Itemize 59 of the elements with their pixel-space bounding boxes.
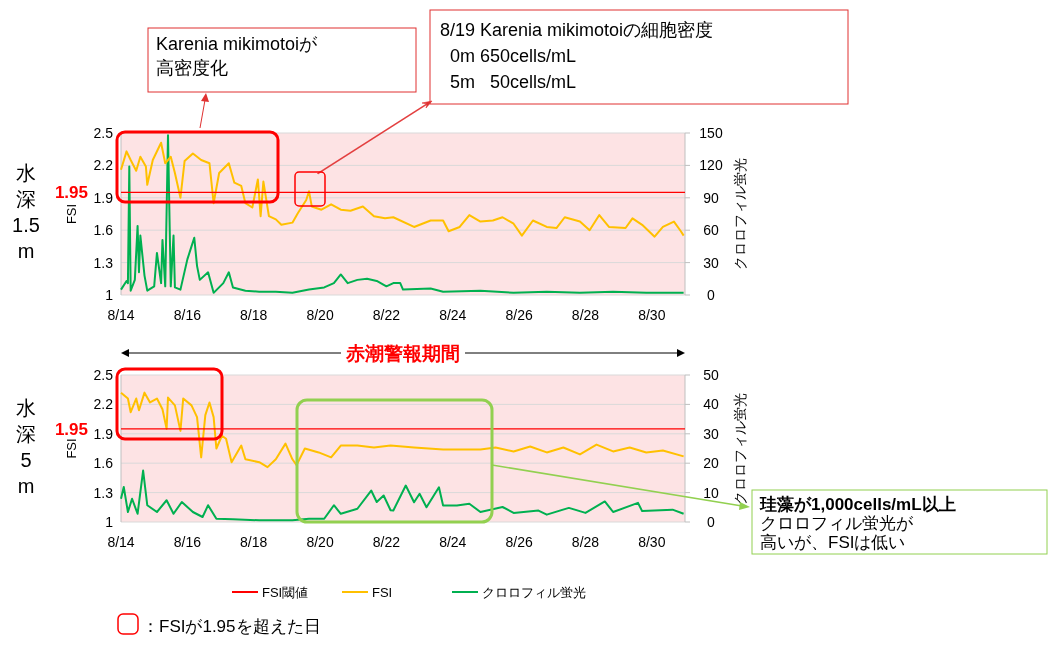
x-tick-label: 8/16 [173, 307, 202, 323]
x-tick-label: 8/24 [439, 534, 467, 550]
y-tick-label: 1.9 [93, 425, 114, 442]
y2-axis-title: クロロフィル蛍光 [732, 158, 748, 270]
x-tick-label: 8/26 [505, 307, 533, 323]
y-tick-label: 2.2 [93, 396, 114, 413]
y2-tick-label: 0 [707, 514, 716, 530]
y-tick-label: 1.6 [93, 222, 114, 239]
text: 水深5m [16, 396, 36, 497]
x-tick-label: 8/14 [107, 534, 135, 550]
y-tick-label: 2.5 [93, 367, 114, 383]
y-tick-label: 2.5 [93, 125, 114, 141]
x-tick-label: 8/28 [571, 534, 600, 550]
text: 水深1.5m [12, 162, 40, 262]
text: 珪藻が1,000cells/mL以上 [759, 495, 956, 514]
y2-tick-label: 120 [699, 157, 723, 174]
legend-label: FSI閾値 [262, 585, 309, 600]
x-tick-label: 8/22 [372, 534, 401, 550]
legend-label: クロロフィル蛍光 [482, 585, 586, 600]
y-tick-label: 1.3 [93, 254, 114, 271]
text: ：FSIが1.95を超えた日 [142, 617, 321, 636]
x-tick-label: 8/16 [173, 534, 202, 550]
x-tick-label: 8/18 [240, 307, 268, 323]
legend-label: FSI [372, 585, 393, 600]
y2-tick-label: 0 [707, 287, 716, 303]
x-tick-label: 8/18 [240, 534, 268, 550]
y2-tick-label: 90 [703, 189, 719, 206]
annotation: 1.95 [54, 419, 88, 439]
y2-tick-label: 10 [703, 484, 719, 501]
x-tick-label: 8/22 [372, 307, 401, 323]
y-axis-title: FSI [64, 203, 79, 225]
y2-tick-label: 20 [703, 455, 719, 472]
x-tick-label: 8/20 [306, 534, 334, 550]
x-tick-label: 8/14 [107, 307, 135, 323]
y-tick-label: 1 [105, 287, 114, 303]
x-tick-label: 8/30 [638, 534, 666, 550]
y-tick-label: 1.9 [93, 189, 114, 206]
y-tick-label: 1.3 [93, 484, 114, 501]
text: Karenia mikimotoiが高密度化 [156, 34, 319, 78]
x-tick-label: 8/20 [306, 307, 334, 323]
annotation: 1.95 [54, 183, 88, 203]
y-axis-title: FSI [64, 438, 79, 459]
text: クロロフィル蛍光が高いが、FSIは低い [760, 514, 914, 552]
band-label: 赤潮警報期間 [345, 343, 460, 364]
y2-tick-label: 150 [699, 125, 723, 141]
x-tick-label: 8/28 [571, 307, 600, 323]
x-tick-label: 8/26 [505, 534, 533, 550]
y-tick-label: 2.2 [93, 157, 114, 174]
y2-tick-label: 50 [703, 367, 719, 383]
y2-tick-label: 30 [703, 254, 719, 271]
x-tick-label: 8/24 [439, 307, 467, 323]
x-tick-label: 8/30 [638, 307, 666, 323]
y2-tick-label: 40 [703, 396, 719, 413]
text: 8/19 Karenia mikimotoiの細胞密度 0m 650cells/mL 5m 50cells/mL [440, 20, 714, 92]
y-tick-label: 1.6 [93, 455, 114, 472]
y2-tick-label: 60 [703, 222, 719, 239]
y2-tick-label: 30 [703, 425, 719, 442]
y2-axis-title: クロロフィル蛍光 [732, 392, 748, 505]
y-tick-label: 1 [105, 514, 114, 530]
